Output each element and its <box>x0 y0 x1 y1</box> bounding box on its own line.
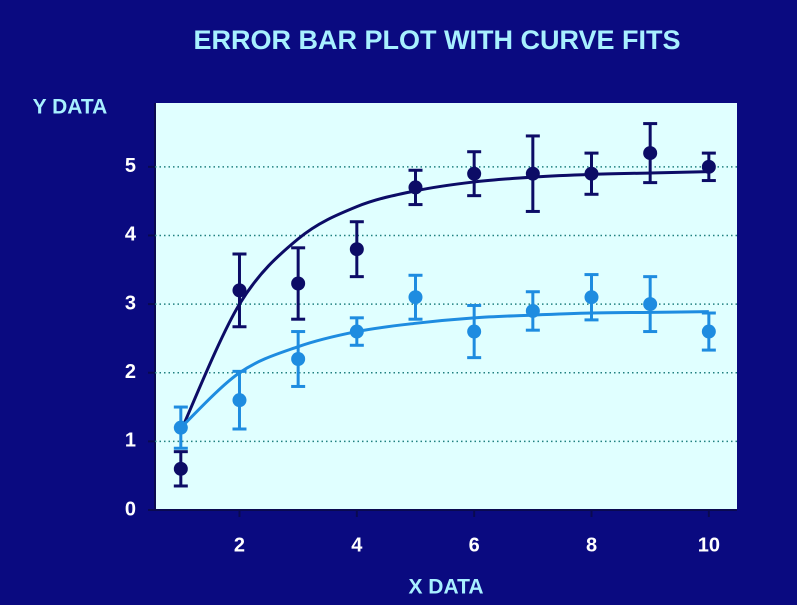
data-point <box>232 283 247 298</box>
data-point <box>349 242 364 257</box>
x-tick-label: 10 <box>698 534 720 556</box>
x-tick-label: 2 <box>234 534 245 556</box>
data-point <box>467 324 482 339</box>
data-point <box>525 166 540 181</box>
chart-title: ERROR BAR PLOT WITH CURVE FITS <box>193 25 680 55</box>
x-tick-label: 8 <box>586 534 597 556</box>
y-tick-label: 5 <box>125 155 136 177</box>
data-point <box>408 290 423 305</box>
data-point <box>173 420 188 435</box>
data-point <box>232 393 247 408</box>
data-point <box>349 324 364 339</box>
data-point <box>701 159 716 174</box>
x-tick-label: 4 <box>351 534 363 556</box>
y-tick-label: 2 <box>125 361 136 383</box>
data-point <box>584 166 599 181</box>
data-point <box>291 352 306 367</box>
data-point <box>525 303 540 318</box>
plot-area <box>155 103 737 510</box>
data-point <box>584 290 599 305</box>
data-point <box>408 180 423 195</box>
data-point <box>291 276 306 291</box>
x-tick-label: 6 <box>469 534 480 556</box>
data-point <box>643 146 658 161</box>
fit-curve <box>179 310 709 429</box>
y-axis-label: Y DATA <box>33 96 108 119</box>
y-tick-label: 4 <box>125 224 137 246</box>
x-axis-label: X DATA <box>408 576 483 599</box>
data-point <box>701 324 716 339</box>
y-tick-label: 1 <box>125 430 136 452</box>
y-tick-label: 0 <box>125 498 136 520</box>
data-point <box>643 297 658 312</box>
data-point <box>173 461 188 476</box>
data-point <box>467 166 482 181</box>
y-tick-label: 3 <box>125 292 136 314</box>
